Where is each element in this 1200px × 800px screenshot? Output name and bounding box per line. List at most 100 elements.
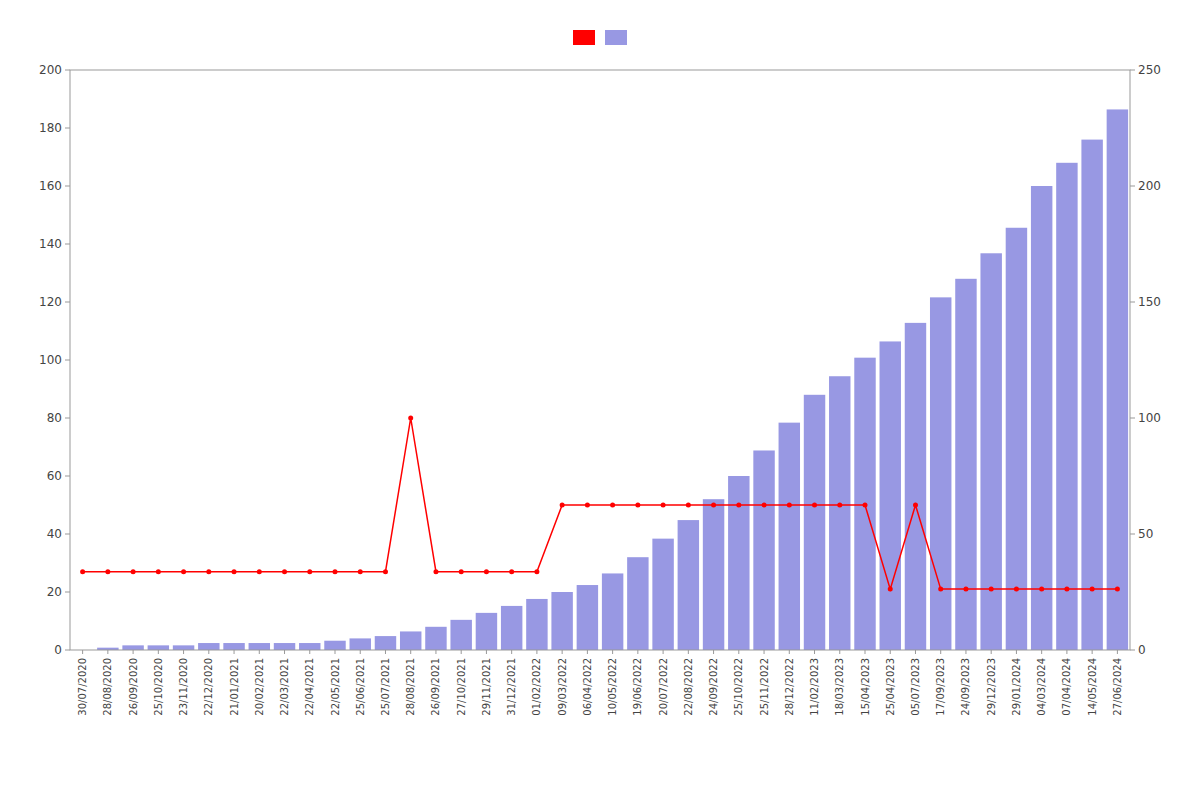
line-marker <box>863 503 868 508</box>
line-marker <box>206 569 211 574</box>
y-tick <box>65 70 70 71</box>
x-tick <box>234 650 235 654</box>
line-marker <box>989 587 994 592</box>
bar <box>425 627 446 650</box>
x-tick <box>764 650 765 654</box>
bar <box>627 557 648 650</box>
x-tick-label: 17/09/2023 <box>935 658 946 716</box>
bar <box>779 423 800 650</box>
x-tick-label: 24/09/2023 <box>960 658 971 716</box>
bar <box>955 279 976 650</box>
bar <box>450 620 471 650</box>
x-tick <box>1041 650 1042 654</box>
y2-tick <box>1130 302 1135 303</box>
line-marker <box>534 569 539 574</box>
bar <box>1107 109 1128 650</box>
legend-swatch <box>573 30 595 45</box>
bar <box>148 645 169 650</box>
x-tick <box>1117 650 1118 654</box>
x-tick <box>82 650 83 654</box>
line-marker <box>888 587 893 592</box>
y2-tick-label: 100 <box>1138 411 1161 425</box>
y-tick-label: 120 <box>39 295 62 309</box>
y-tick-label: 20 <box>47 585 62 599</box>
x-tick <box>839 650 840 654</box>
line-marker <box>282 569 287 574</box>
bar <box>602 573 623 650</box>
y2-tick-label: 250 <box>1138 63 1161 77</box>
line-marker <box>1090 587 1095 592</box>
x-tick-label: 25/04/2023 <box>885 658 896 716</box>
line-marker <box>913 503 918 508</box>
x-tick-label: 23/11/2020 <box>178 658 189 716</box>
x-tick <box>637 650 638 654</box>
x-tick-label: 22/04/2021 <box>304 658 315 716</box>
bar <box>551 592 572 650</box>
x-tick <box>335 650 336 654</box>
line-marker <box>812 503 817 508</box>
chart: 0204060801001201401601802000501001502002… <box>0 0 1200 800</box>
x-tick <box>410 650 411 654</box>
x-tick-label: 19/06/2022 <box>632 658 643 716</box>
x-tick <box>915 650 916 654</box>
x-tick <box>385 650 386 654</box>
bar <box>122 645 143 650</box>
x-tick <box>183 650 184 654</box>
y2-tick <box>1130 70 1135 71</box>
x-tick-label: 27/10/2021 <box>456 658 467 716</box>
x-tick <box>688 650 689 654</box>
x-tick-label: 28/12/2022 <box>784 658 795 716</box>
x-tick-label: 24/09/2022 <box>708 658 719 716</box>
bar <box>728 476 749 650</box>
x-tick <box>360 650 361 654</box>
y2-tick-label: 150 <box>1138 295 1161 309</box>
legend <box>573 30 627 45</box>
bar <box>753 450 774 650</box>
x-tick-label: 06/04/2022 <box>582 658 593 716</box>
y-tick <box>65 186 70 187</box>
x-tick-label: 25/10/2022 <box>733 658 744 716</box>
line-marker <box>736 503 741 508</box>
bar <box>930 297 951 650</box>
x-tick-label: 26/09/2021 <box>430 658 441 716</box>
bar <box>1031 186 1052 650</box>
x-tick-label: 25/07/2021 <box>380 658 391 716</box>
y-tick <box>65 360 70 361</box>
plot-frame <box>70 70 1130 650</box>
x-tick <box>890 650 891 654</box>
x-tick-label: 26/09/2020 <box>128 658 139 716</box>
line-marker <box>686 503 691 508</box>
bar <box>476 613 497 650</box>
y-tick-label: 180 <box>39 121 62 135</box>
x-tick-label: 27/06/2024 <box>1112 658 1123 716</box>
bar <box>854 358 875 650</box>
line-marker <box>484 569 489 574</box>
line-marker <box>1115 587 1120 592</box>
line-marker <box>408 416 413 421</box>
x-tick-label: 28/08/2020 <box>102 658 113 716</box>
y-tick <box>65 650 70 651</box>
line-marker <box>762 503 767 508</box>
x-tick <box>107 650 108 654</box>
x-tick <box>738 650 739 654</box>
plot-area <box>80 109 1128 650</box>
bar <box>804 395 825 650</box>
line <box>83 418 1118 589</box>
line-marker <box>459 569 464 574</box>
line-marker <box>661 503 666 508</box>
line-marker <box>383 569 388 574</box>
bar <box>324 641 345 650</box>
x-tick-label: 25/06/2021 <box>355 658 366 716</box>
y2-tick <box>1130 650 1135 651</box>
y-tick <box>65 302 70 303</box>
bar <box>400 631 421 650</box>
line-marker <box>509 569 514 574</box>
bar <box>501 606 522 650</box>
bar <box>274 643 295 650</box>
y-tick-label: 100 <box>39 353 62 367</box>
x-tick <box>940 650 941 654</box>
bar <box>375 636 396 650</box>
line-marker <box>1039 587 1044 592</box>
x-tick-label: 09/03/2022 <box>557 658 568 716</box>
y-tick-label: 140 <box>39 237 62 251</box>
